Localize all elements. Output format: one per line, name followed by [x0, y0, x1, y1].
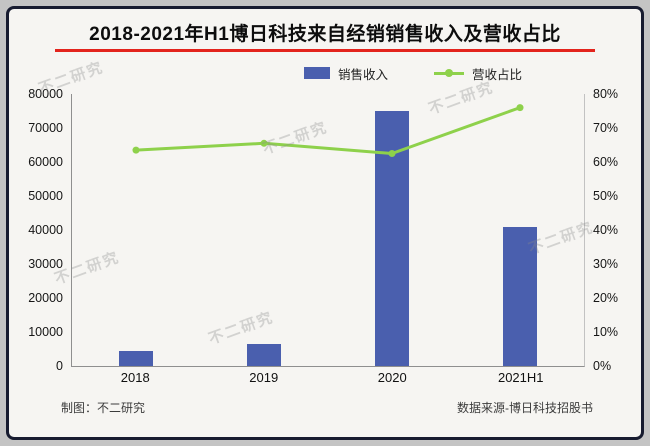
line-point-2019 — [260, 139, 268, 147]
x-axis-label-2020: 2020 — [377, 370, 407, 385]
bar-legend-swatch-icon — [303, 67, 330, 79]
right-axis-tick: 70% — [593, 121, 619, 135]
right-axis-labels: 80% 70% 60% 50% 40% 30% 20% 10% 0% — [585, 87, 631, 373]
footer: 制图：不二研究 数据来源-博日科技招股书 — [61, 399, 593, 416]
left-axis-tick: 50000 — [28, 189, 63, 203]
legend-label-sales: 销售收入 — [337, 67, 388, 82]
chart-card: 2018-2021年H1博日科技来自经销销售收入及营收占比 销售收入 营收占比 … — [6, 6, 644, 440]
title-wrap: 2018-2021年H1博日科技来自经销销售收入及营收占比 — [9, 19, 641, 52]
right-axis-tick: 80% — [593, 87, 619, 101]
left-axis-tick: 60000 — [28, 155, 63, 169]
left-axis-tick: 30000 — [28, 257, 63, 271]
line-point-2021H1 — [516, 104, 524, 112]
right-axis-tick: 10% — [593, 325, 619, 339]
revenue-share-line — [132, 104, 524, 157]
left-axis-tick: 20000 — [28, 291, 63, 305]
right-axis-tick: 20% — [593, 291, 619, 305]
left-axis-tick: 10000 — [28, 325, 63, 339]
right-axis-tick: 50% — [593, 189, 619, 203]
chart-region: 80000 70000 60000 50000 40000 30000 20000 10000… — [15, 87, 631, 373]
right-axis-tick: 0% — [593, 359, 612, 373]
bar-2019 — [247, 343, 281, 366]
legend-label-share: 营收占比 — [472, 67, 523, 82]
left-axis-tick: 70000 — [28, 121, 63, 135]
right-axis-tick: 30% — [593, 257, 619, 271]
bar-2021H1 — [503, 226, 537, 366]
line-point-2018 — [132, 146, 140, 154]
x-axis-label-2021H1: 2021H1 — [497, 370, 544, 385]
right-axis-tick: 40% — [593, 223, 619, 237]
x-axis-label-2018: 2018 — [120, 370, 150, 385]
chart-title: 2018-2021年H1博日科技来自经销销售收入及营收占比 — [89, 24, 561, 45]
plot-area — [71, 94, 585, 367]
legend-item-sales: 销售收入 — [303, 64, 388, 83]
footer-source: 数据来源-博日科技招股书 — [457, 401, 593, 415]
title-underline — [55, 49, 595, 52]
left-axis-tick: 80000 — [28, 87, 63, 101]
footer-credit: 制图：不二研究 — [61, 401, 146, 415]
line-point-2020 — [388, 150, 396, 157]
x-axis-label-2019: 2019 — [249, 370, 279, 385]
legend: 销售收入 营收占比 — [97, 64, 641, 83]
legend-item-share: 营收占比 — [434, 64, 522, 83]
left-axis-tick: 40000 — [28, 223, 63, 237]
left-axis-tick: 0 — [56, 359, 63, 373]
x-axis-labels: 2018 2019 2020 2021H1 — [71, 370, 585, 385]
right-axis-tick: 60% — [593, 155, 619, 169]
line-legend-swatch-icon — [434, 71, 464, 75]
bar-2018 — [119, 350, 153, 366]
left-axis-labels: 80000 70000 60000 50000 40000 30000 20000 10000… — [15, 87, 71, 373]
x-axis: 2018 2019 2020 2021H1 — [15, 370, 631, 385]
